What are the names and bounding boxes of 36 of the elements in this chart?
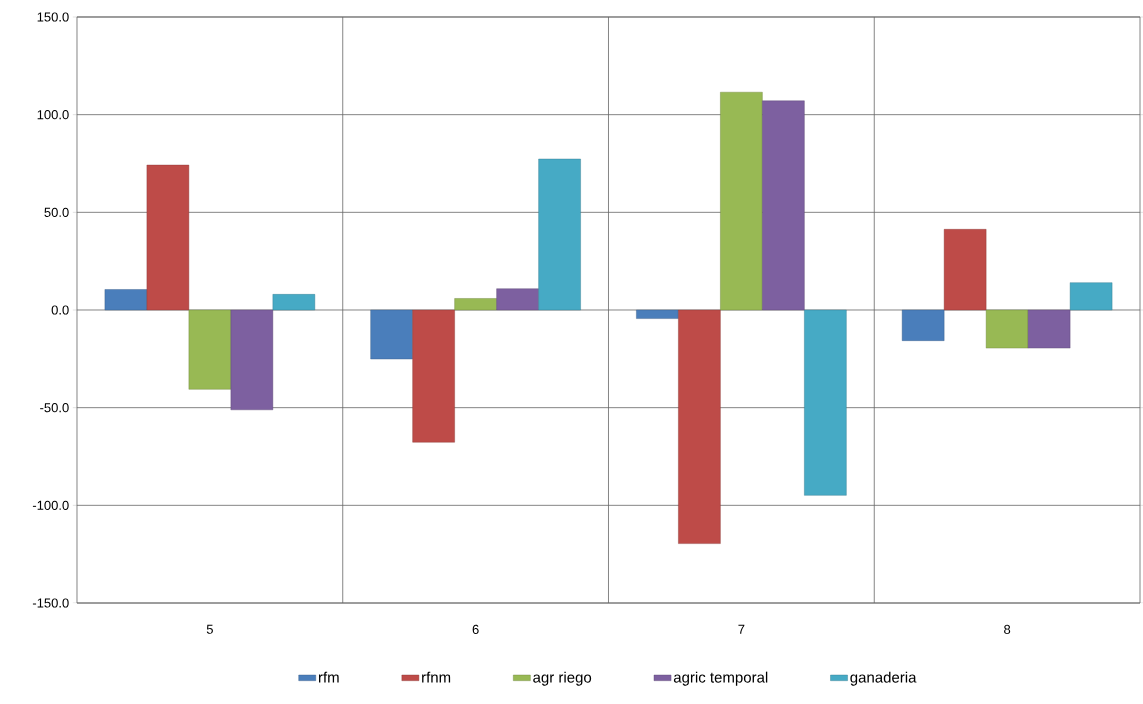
bar [104,289,148,311]
legend-label: ganaderia [850,671,917,686]
y-tick-label: -50.0 [40,403,69,413]
y-tick-label: -150.0 [32,598,69,608]
bar [146,164,190,311]
bar [720,92,763,311]
bar [943,229,987,311]
bar [188,309,232,390]
legend-label: rfm [318,671,339,683]
bar [636,309,679,319]
bar [762,100,805,311]
legend-label: agric temporal [673,671,768,686]
y-tick-label: 150.0 [37,12,69,22]
x-tick-label: 6 [472,624,479,635]
x-tick-label: 8 [1004,624,1011,635]
bar [538,158,581,311]
bar [1027,309,1071,349]
bar [804,309,847,496]
y-tick-label: 100.0 [37,110,69,120]
y-tick-label: 0.0 [51,305,69,315]
bar [230,309,274,411]
x-tick-label: 7 [738,624,745,634]
x-tick-label: 5 [206,624,213,634]
bar [985,309,1029,349]
legend-label: rfnm [422,671,451,683]
y-tick-label: -100.0 [32,500,69,510]
bar [454,298,497,311]
y-tick-label: 50.0 [44,207,69,217]
bar [412,309,455,443]
legend-label: agr riego [533,671,592,686]
bar [901,309,945,341]
bar [370,309,413,360]
bar [1069,282,1113,311]
bar [272,294,316,311]
bar [496,288,539,311]
bar [678,309,721,544]
